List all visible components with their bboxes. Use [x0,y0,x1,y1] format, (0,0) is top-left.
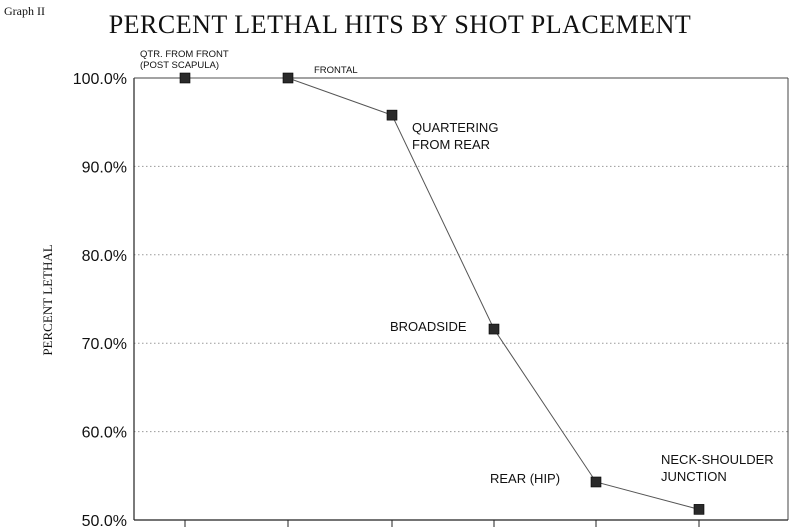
y-tick-label: 80.0% [82,248,127,265]
data-point-label: REAR (HIP) [490,471,560,486]
data-point-label: FRONTAL [314,65,358,76]
data-point-marker [386,109,398,121]
data-point-marker [590,476,602,488]
y-tick-label: 100.0% [73,71,127,88]
y-tick-label: 60.0% [82,425,127,442]
data-point-marker [693,504,705,515]
data-point-label: QTR. FROM FRONT (POST SCAPULA) [140,49,229,71]
data-point-label: BROADSIDE [390,319,467,334]
graph-tag: Graph II [4,4,45,18]
data-point-label: QUARTERING FROM REAR [412,120,498,152]
data-point-marker [282,72,294,84]
data-line [185,77,700,510]
data-point-label: NECK-SHOULDER JUNCTION [661,452,774,484]
axes: 50.0% 60.0% 70.0% 80.0% 90.0% 100.0% [73,71,789,527]
y-tick-label: 70.0% [82,336,127,353]
y-tick-label: 50.0% [82,513,127,527]
chart-title: PERCENT LETHAL HITS BY SHOT PLACEMENT [108,10,692,39]
data-point-marker [179,72,191,84]
y-tick-label: 90.0% [82,159,127,176]
point-labels: QTR. FROM FRONT (POST SCAPULA) FRONTAL QUAR… [140,49,774,486]
data-point-marker [488,323,500,335]
series-line [185,77,700,510]
series-markers [179,72,705,515]
